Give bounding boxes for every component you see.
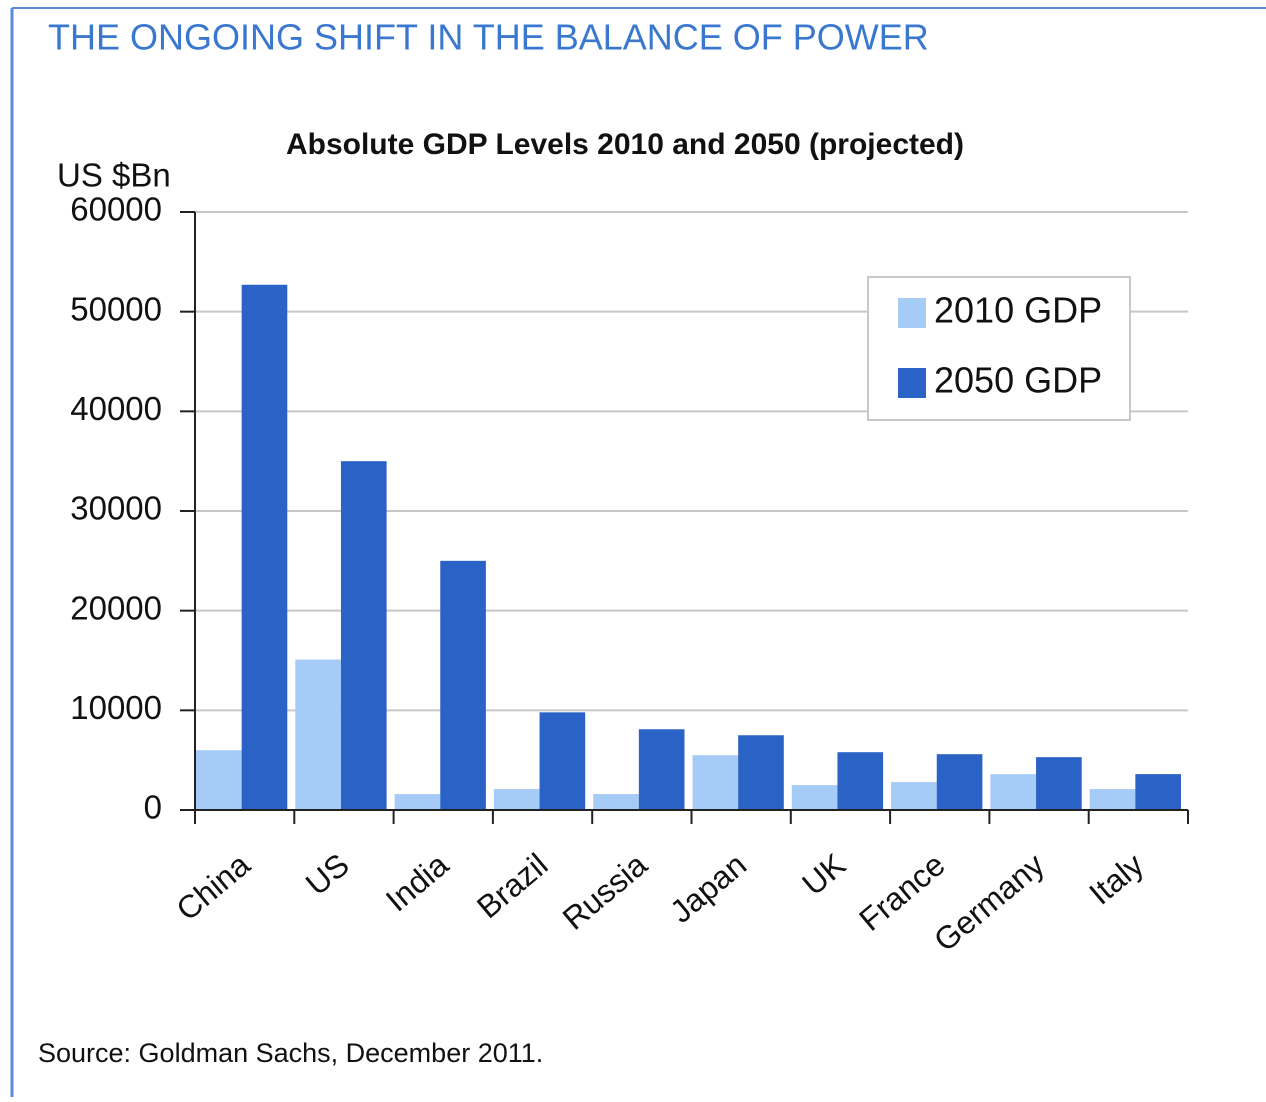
- legend-label: 2050 GDP: [934, 360, 1102, 401]
- page-title: THE ONGOING SHIFT IN THE BALANCE OF POWE…: [48, 17, 929, 58]
- x-tick-label: India: [379, 846, 455, 918]
- x-tick-label: Japan: [663, 846, 753, 930]
- x-tick-label: Russia: [556, 846, 654, 937]
- chart-title: Absolute GDP Levels 2010 and 2050 (proje…: [286, 128, 964, 161]
- bar: [493, 789, 540, 810]
- y-tick-label: 10000: [70, 689, 162, 726]
- x-tick-label: UK: [795, 846, 852, 902]
- x-tick-label: US: [299, 846, 356, 902]
- legend-label: 2010 GDP: [934, 290, 1102, 331]
- bar: [340, 461, 387, 810]
- y-tick-label: 60000: [70, 191, 162, 228]
- x-tick-label: China: [169, 846, 256, 927]
- y-tick-label: 20000: [70, 589, 162, 626]
- bar: [241, 284, 288, 810]
- x-tick-label: Germany: [927, 846, 1051, 958]
- bar: [990, 774, 1037, 810]
- bar: [738, 735, 784, 810]
- bar: [539, 712, 586, 810]
- bar: [1036, 757, 1082, 810]
- y-tick-label: 40000: [70, 390, 162, 427]
- bar: [196, 750, 242, 810]
- bar: [837, 752, 884, 810]
- source: Source: Goldman Sachs, December 2011.: [38, 1038, 543, 1068]
- bar: [638, 729, 685, 810]
- x-tick-label: Italy: [1082, 846, 1150, 911]
- bar: [593, 794, 639, 810]
- y-tick-label: 30000: [70, 490, 162, 527]
- bar: [295, 659, 341, 810]
- bar: [692, 755, 739, 810]
- bar: [791, 785, 838, 810]
- y-tick-label: 50000: [70, 290, 162, 327]
- x-tick-label: Brazil: [470, 846, 554, 925]
- legend-swatch: [898, 298, 926, 328]
- y-axis-label: US $Bn: [57, 157, 171, 194]
- bar: [394, 794, 441, 810]
- bar: [891, 782, 937, 810]
- bar: [936, 754, 983, 810]
- bar: [440, 560, 486, 810]
- y-tick-label: 0: [144, 789, 162, 826]
- bar: [1135, 774, 1181, 810]
- bar: [1089, 789, 1136, 810]
- legend-swatch: [898, 368, 926, 398]
